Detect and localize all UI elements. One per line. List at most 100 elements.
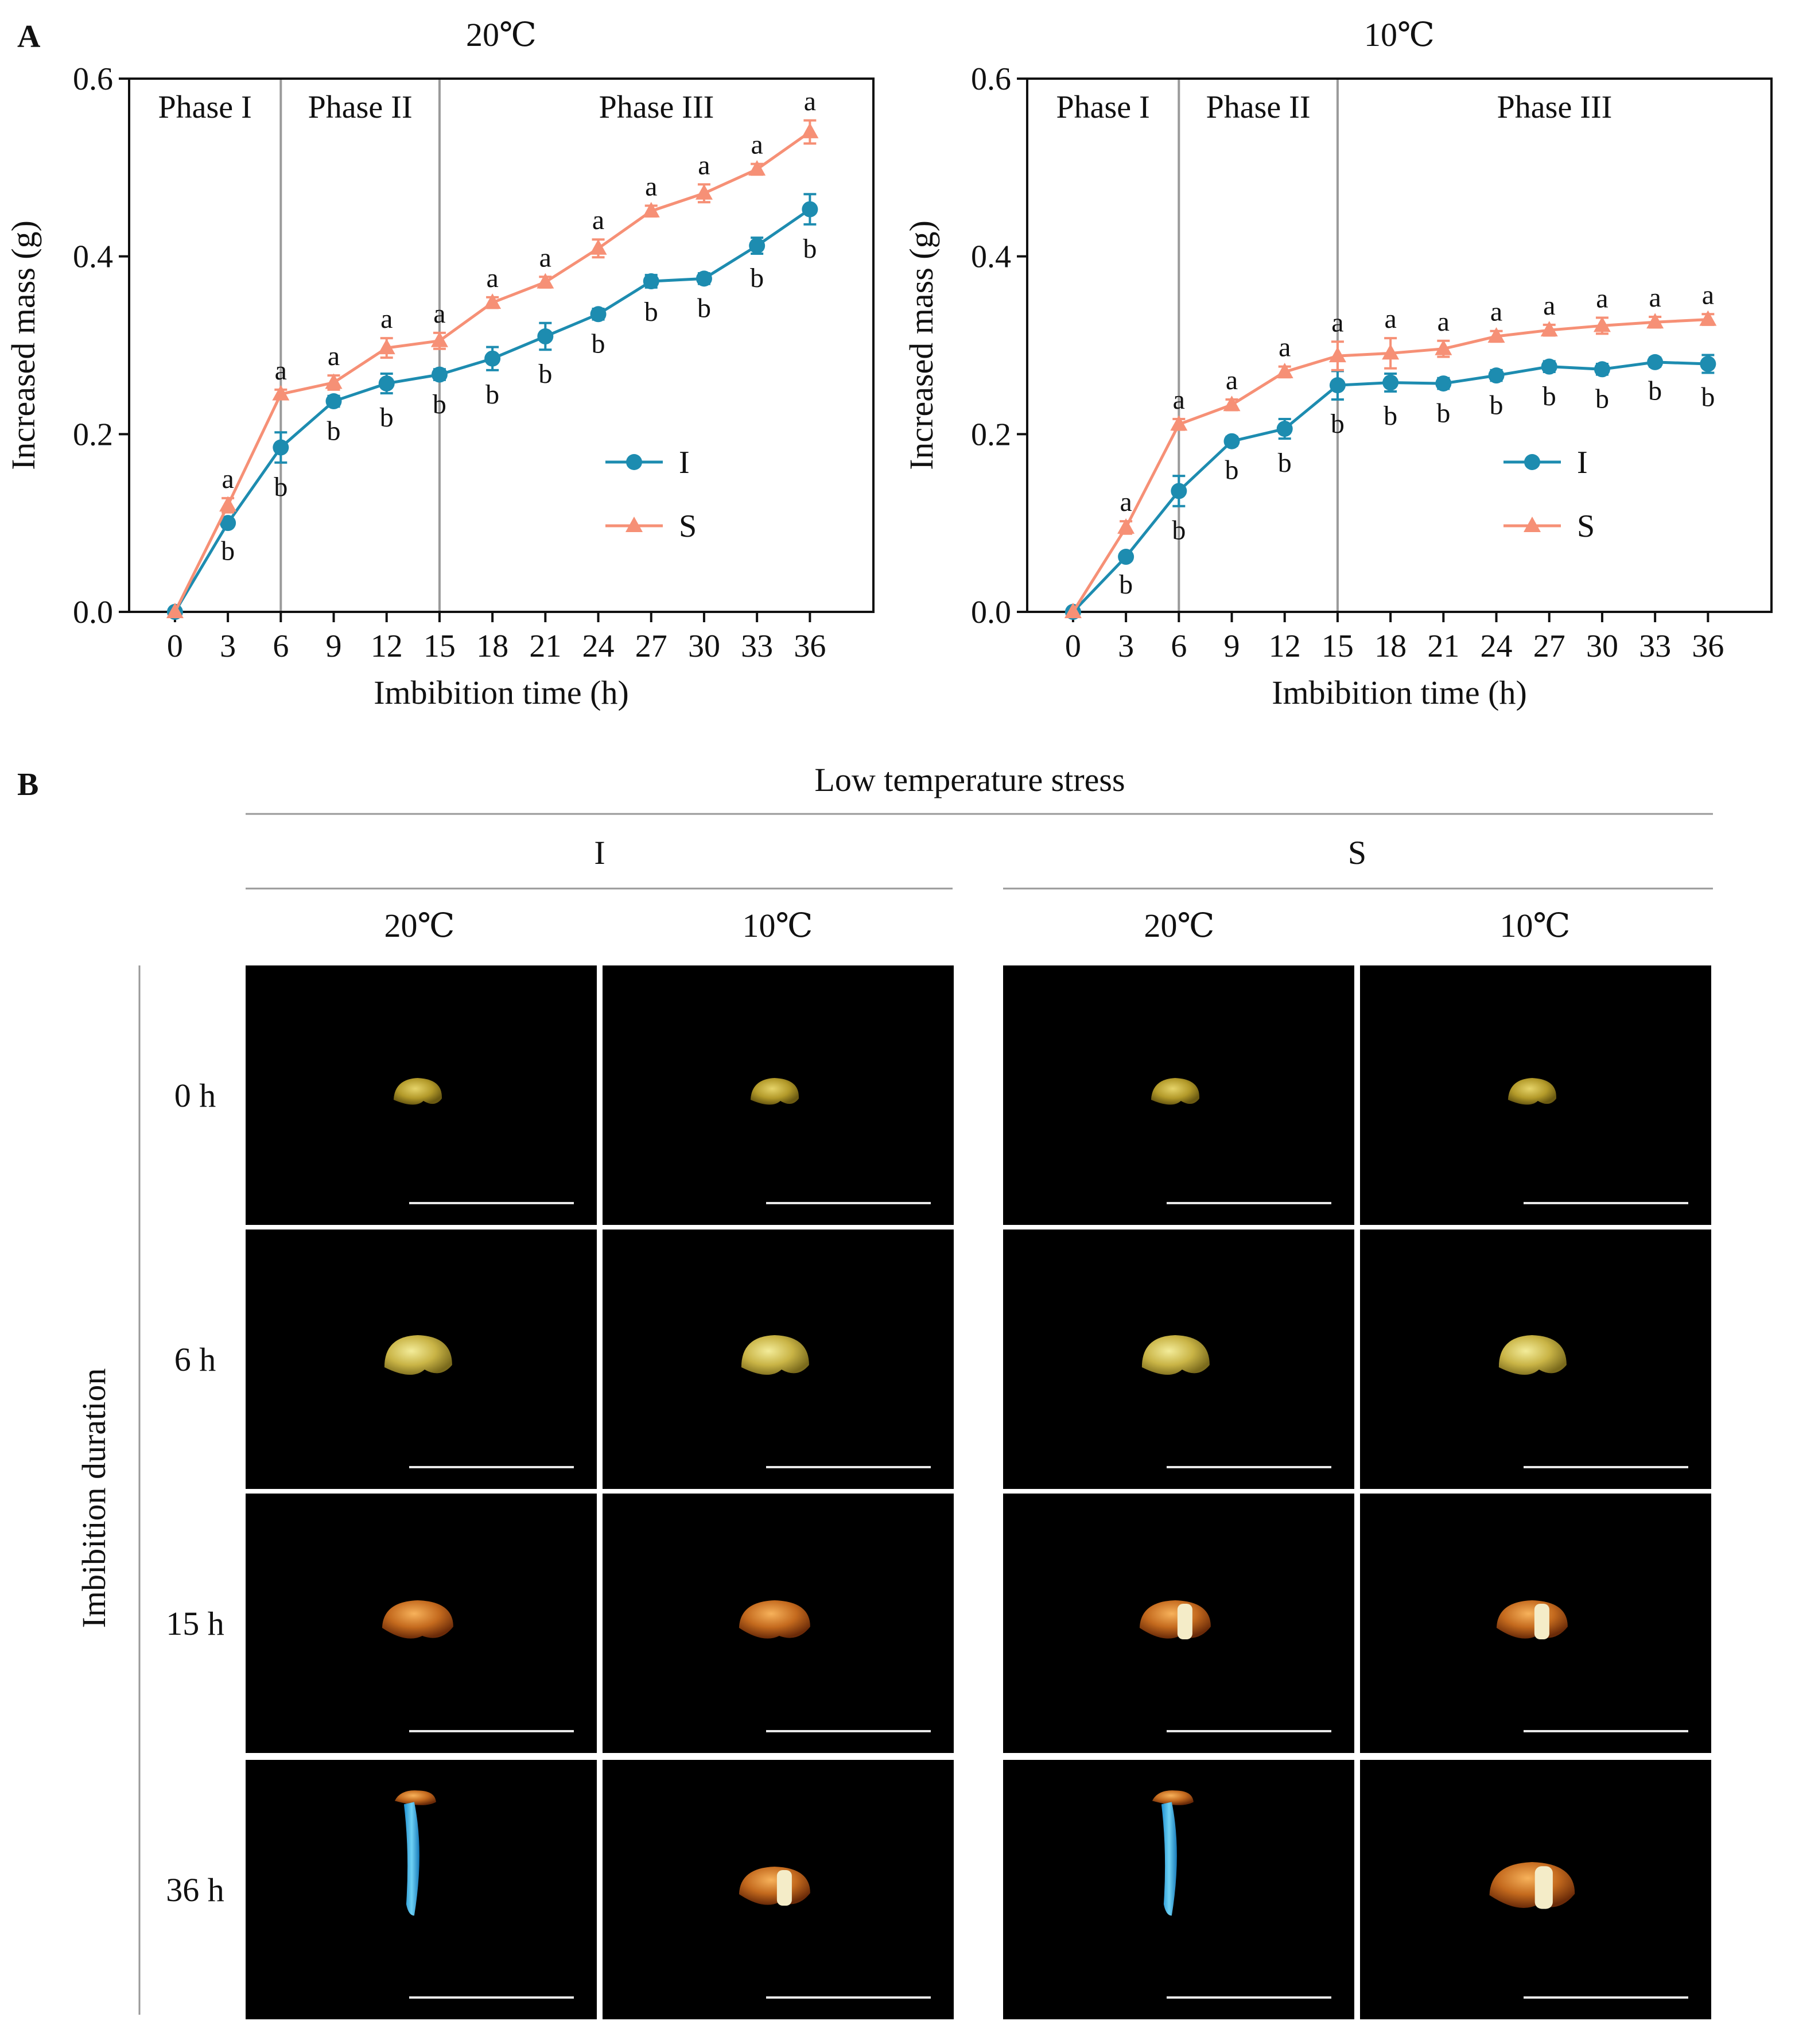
significance-letter: a (1279, 332, 1291, 363)
data-point-s (272, 385, 290, 401)
legend-label-i: I (1577, 445, 1588, 480)
row-label: 36 h (166, 1871, 224, 1909)
temp-label-i-10: 10℃ (743, 907, 813, 944)
radicle-icon (776, 1870, 792, 1906)
seed-icon (750, 1078, 799, 1105)
data-point-i (484, 350, 501, 367)
series-line-s (173, 130, 811, 613)
data-point-s (1223, 395, 1241, 412)
significance-letter: b (433, 389, 446, 420)
x-tick-label: 9 (1224, 629, 1240, 664)
y-tick-label: 0.2 (971, 417, 1011, 452)
data-point-i (1647, 354, 1664, 370)
chart-title: 20℃ (466, 16, 537, 53)
seed-icon (384, 1335, 452, 1375)
x-tick-label: 9 (326, 629, 342, 664)
seed-icon (1151, 1078, 1199, 1105)
significance-letter: b (803, 234, 817, 264)
significance-letter: a (433, 298, 445, 329)
data-point-s (695, 184, 713, 200)
y-tick-label: 0.6 (971, 61, 1011, 97)
significance-letter: a (1649, 282, 1661, 313)
x-tick-label: 24 (1481, 629, 1513, 664)
radicle-icon (1177, 1604, 1192, 1639)
x-tick-label: 6 (273, 629, 289, 664)
x-tick-label: 15 (1322, 629, 1354, 664)
significance-letter: b (1543, 381, 1556, 412)
significance-letter: b (538, 359, 552, 389)
significance-letter: b (327, 416, 341, 446)
data-point-s (1382, 344, 1400, 360)
data-point-i (537, 328, 554, 345)
photo-tile (1003, 1760, 1354, 2019)
panel-b-header: Low temperature stress I S 20℃ 10℃ 20℃ 1… (75, 761, 1713, 2015)
data-point-s (1117, 518, 1135, 534)
significance-letter: b (380, 402, 394, 433)
data-point-i (1594, 361, 1610, 378)
seed-icon (1139, 1600, 1211, 1639)
panel-b-label: B (17, 767, 38, 802)
data-point-i (1118, 549, 1134, 565)
phase-label-2: Phase II (308, 90, 413, 125)
seed-icon (382, 1600, 453, 1639)
data-point-i (1223, 433, 1240, 449)
photo-tile (1003, 965, 1354, 1225)
x-tick-label: 15 (424, 629, 456, 664)
data-point-s (1276, 362, 1293, 378)
row-label: 6 h (174, 1341, 216, 1378)
photo-tile (1003, 1229, 1354, 1489)
x-tick-label: 24 (582, 629, 615, 664)
significance-letter: a (1596, 284, 1608, 314)
photo-grid: 0 h 6 h 15 h 36 h (166, 965, 1711, 2019)
y-tick-label: 0.4 (971, 239, 1011, 275)
x-tick-label: 12 (371, 629, 403, 664)
y-tick-label: 0.2 (73, 417, 113, 452)
x-tick-label: 33 (1639, 629, 1671, 664)
x-tick-label: 0 (167, 629, 183, 664)
legend-label-i: I (679, 445, 690, 480)
x-tick-label: 21 (1427, 629, 1459, 664)
data-point-s (642, 201, 660, 218)
x-tick-label: 21 (529, 629, 561, 664)
phase-label-1: Phase I (158, 90, 252, 125)
significance-letter: b (644, 297, 658, 327)
data-point-i (378, 375, 395, 392)
data-point-i (1276, 421, 1293, 437)
x-tick-label: 36 (1692, 629, 1724, 664)
data-point-s (748, 160, 766, 176)
x-tick-label: 18 (1374, 629, 1407, 664)
x-tick-label: 3 (1118, 629, 1134, 664)
significance-letter: a (645, 171, 657, 201)
y-axis-label: Increased mass (g) (903, 220, 940, 470)
data-point-s (430, 331, 448, 347)
panel-a-label: A (17, 19, 41, 55)
y-tick-label: 0.6 (73, 61, 113, 97)
data-point-i (1171, 483, 1187, 499)
significance-letter: a (328, 341, 340, 371)
data-point-i (1541, 358, 1557, 375)
data-point-i (802, 201, 818, 218)
x-tick-label: 30 (1586, 629, 1618, 664)
data-point-s (801, 122, 819, 138)
significance-letter: b (1648, 376, 1662, 406)
photo-tile (246, 1229, 597, 1489)
y-axis-label: Increased mass (g) (5, 220, 42, 470)
data-point-i (590, 306, 607, 323)
y-tick-label: 0.0 (971, 595, 1011, 630)
x-axis-label: Imbibition time (h) (374, 674, 629, 711)
low-temperature-stress-title: Low temperature stress (814, 761, 1125, 798)
phase-label-2: Phase II (1206, 90, 1311, 125)
x-tick-label: 33 (741, 629, 773, 664)
data-point-i (220, 515, 236, 532)
seed-icon (394, 1790, 436, 1805)
significance-letter: a (1331, 307, 1343, 338)
data-point-s (219, 496, 237, 512)
data-point-i (431, 366, 448, 383)
x-axis-label: Imbibition time (h) (1272, 674, 1527, 711)
data-point-s (1646, 313, 1664, 329)
seed-icon (1498, 1335, 1567, 1375)
significance-letter: a (539, 242, 551, 273)
significance-letter: a (1120, 487, 1132, 517)
significance-letter: b (1225, 455, 1239, 485)
